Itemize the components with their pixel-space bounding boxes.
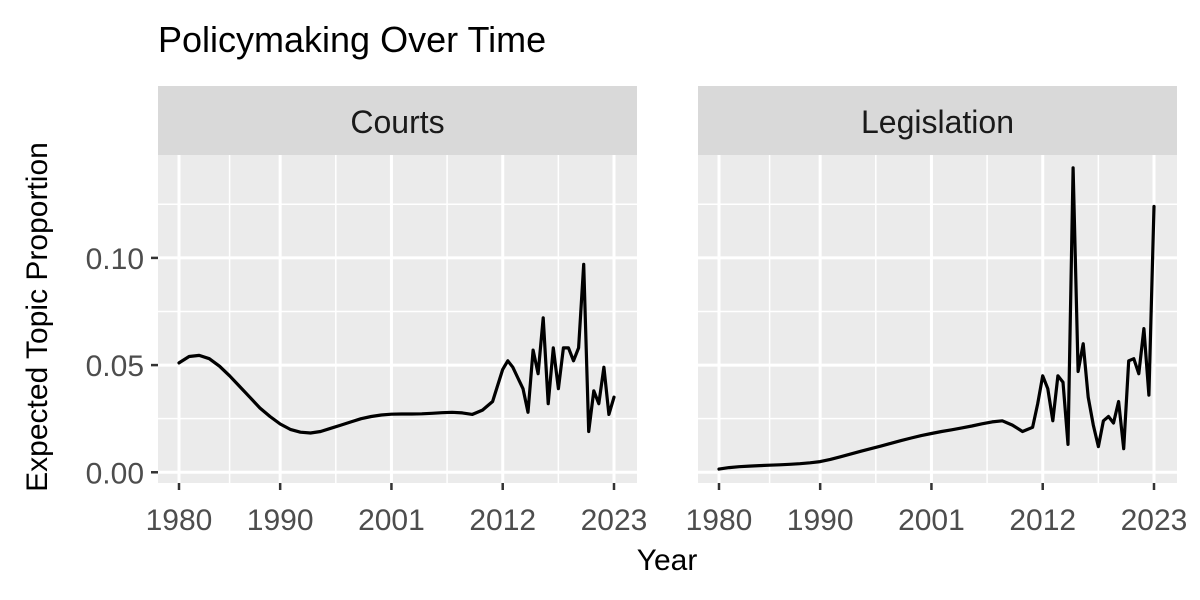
series-line-legislation xyxy=(717,166,1156,471)
y-tick-label: 0.00 xyxy=(86,457,144,490)
facet-label-legislation: Legislation xyxy=(861,104,1014,140)
x-tick-label: 1980 xyxy=(146,504,213,537)
x-tick-label: 1980 xyxy=(686,504,753,537)
y-axis-title: Expected Topic Proportion xyxy=(21,142,54,492)
y-tick-label: 0.10 xyxy=(86,243,144,276)
plot-panel-courts xyxy=(158,155,637,483)
series-line-courts xyxy=(177,262,616,435)
x-tick-label: 1990 xyxy=(247,504,314,537)
chart-title: Policymaking Over Time xyxy=(158,19,546,60)
panel-legislation: Legislation 1980 1990 2001 2012 2023 xyxy=(686,86,1188,537)
x-tick-label: 2023 xyxy=(1121,504,1188,537)
facet-label-courts: Courts xyxy=(350,104,444,140)
x-tick-label: 2023 xyxy=(581,504,648,537)
facet-strip-courts xyxy=(158,86,637,155)
y-tick-label: 0.05 xyxy=(86,350,144,383)
x-tick-label: 2001 xyxy=(898,504,965,537)
x-tick-label: 1990 xyxy=(787,504,854,537)
plot-panel-legislation xyxy=(698,155,1177,483)
x-tick-label: 2001 xyxy=(358,504,425,537)
x-tick-label: 2012 xyxy=(469,504,536,537)
x-axis-title: Year xyxy=(637,544,698,577)
facet-strip-legislation xyxy=(698,86,1177,155)
panel-courts: Courts 1980 1990 2001 2012 2023 0.00 0.05 0.10 xyxy=(86,86,648,537)
x-tick-label: 2012 xyxy=(1009,504,1076,537)
